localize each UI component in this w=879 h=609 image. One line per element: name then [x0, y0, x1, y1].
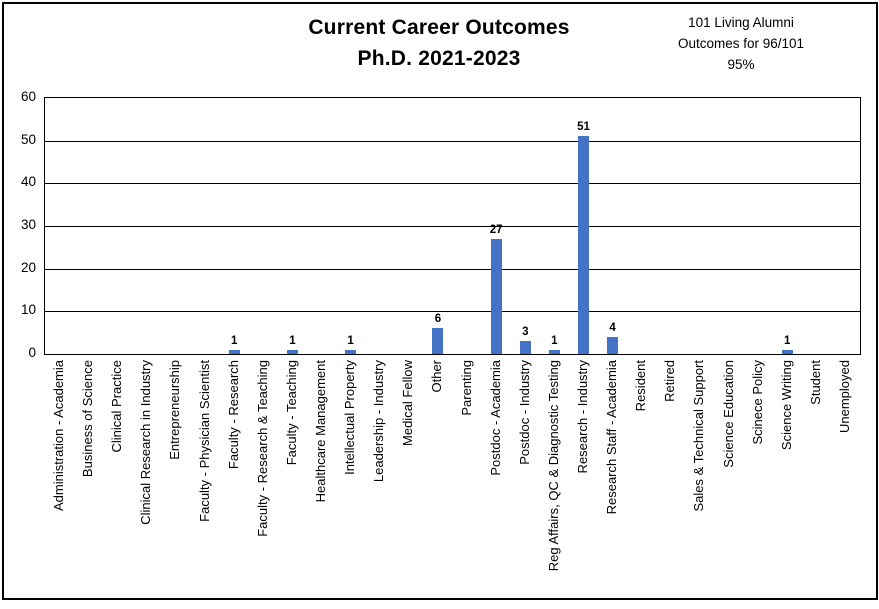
x-tick-cell: Postdoc - Industry — [510, 360, 539, 598]
x-tick-label: Faculty - Research & Teaching — [254, 360, 270, 537]
bar-value-label: 4 — [609, 321, 616, 334]
x-tick-label: Science Education — [720, 360, 736, 468]
gridline — [45, 268, 860, 270]
x-tick-cell: Business of Science — [73, 360, 102, 598]
bar-value-label: 1 — [551, 334, 558, 347]
bar-value-label: 1 — [230, 334, 238, 347]
x-tick-cell: Postdoc - Academia — [481, 360, 510, 598]
x-tick-cell: Faculty - Research — [219, 360, 248, 598]
x-tick-cell: Sales & Technical Support — [684, 360, 713, 598]
bar-value-label: 1 — [347, 334, 354, 347]
x-tick-cell: Other — [422, 360, 451, 598]
x-tick-label: Sales & Technical Support — [691, 360, 707, 512]
annotation-box: 101 Living Alumni Outcomes for 96/101 95… — [652, 12, 830, 75]
x-tick-label: Retired — [662, 360, 678, 402]
x-tick-label: Research - Industry — [574, 360, 590, 474]
x-tick-cell: Leadership - Industry — [364, 360, 393, 598]
y-tick-label: 20 — [20, 259, 36, 275]
x-tick-cell: Parenting — [452, 360, 481, 598]
x-tick-label: Faculty - Research — [225, 360, 241, 470]
x-tick-label: Faculty - Physician Scientist — [196, 360, 212, 522]
annotation-line1: 101 Living Alumni — [688, 15, 794, 30]
x-tick-cell: Clinical Practice — [102, 360, 131, 598]
x-tick-label: Postdoc - Academia — [487, 360, 503, 476]
x-tick-label: Entrepreneurship — [167, 360, 183, 460]
x-tick-label: Administration - Academia — [51, 360, 67, 512]
x-tick-cell: Research Staff - Academia — [597, 360, 626, 598]
x-tick-label: Science Writing — [778, 360, 794, 451]
x-tick-label: Clinical Practice — [109, 360, 125, 453]
bar — [548, 349, 560, 354]
y-tick-label: 60 — [20, 89, 36, 104]
y-tick-label: 30 — [20, 217, 36, 232]
y-tick-label: 40 — [20, 174, 36, 190]
x-tick-label: Parenting — [458, 360, 474, 416]
chart-title-line2: Ph.D. 2021-2023 — [357, 47, 521, 70]
bar — [781, 349, 793, 354]
bar-value-label: 1 — [289, 334, 296, 347]
bar — [519, 341, 531, 354]
x-tick-label: Reg Affairs, QC & Diagnostic Testing — [545, 360, 561, 572]
gridline — [45, 183, 860, 185]
bar — [607, 336, 619, 354]
x-tick-cell: Faculty - Physician Scientist — [190, 360, 219, 598]
x-tick-cell: Clinical Research in Industry — [131, 360, 160, 598]
x-tick-label: Clinical Research in Industry — [138, 360, 154, 525]
x-tick-label: Research Staff - Academia — [604, 360, 620, 515]
bar-value-label: 27 — [489, 223, 503, 236]
x-tick-cell: Faculty - Teaching — [277, 360, 306, 598]
x-tick-label: Student — [807, 360, 823, 405]
x-tick-label: Scinece Policy — [749, 360, 765, 445]
x-tick-label: Resident — [633, 360, 649, 412]
x-tick-cell: Faculty - Research & Teaching — [248, 360, 277, 598]
x-tick-cell: Research - Industry — [568, 360, 597, 598]
bar — [286, 349, 298, 354]
gridline — [45, 311, 860, 313]
x-tick-cell: Medical Fellow — [393, 360, 422, 598]
y-tick-label: 50 — [20, 131, 36, 147]
bar — [577, 136, 589, 354]
x-tick-label: Other — [429, 360, 445, 393]
bar-value-label: 3 — [522, 326, 529, 339]
chart-frame: Current Career Outcomes Ph.D. 2021-2023 … — [2, 2, 878, 600]
bar-value-label: 6 — [434, 313, 442, 326]
y-tick-label: 10 — [20, 302, 36, 318]
chart-title-line1: Current Career Outcomes — [308, 16, 570, 39]
x-tick-cell: Administration - Academia — [44, 360, 73, 598]
y-tick-label: 0 — [28, 345, 36, 360]
chart-title: Current Career Outcomes Ph.D. 2021-2023 — [94, 12, 784, 74]
x-tick-cell: Retired — [655, 360, 684, 598]
x-tick-cell: Entrepreneurship — [160, 360, 189, 598]
x-axis-labels: Administration - Academia Business of Sci… — [44, 360, 861, 598]
bar — [432, 328, 444, 354]
x-tick-cell: Science Education — [713, 360, 742, 598]
bar — [228, 349, 240, 354]
bar-value-label: 51 — [577, 121, 590, 134]
bar — [345, 349, 357, 354]
x-tick-cell: Scinece Policy — [743, 360, 772, 598]
x-tick-label: Medical Fellow — [400, 360, 416, 446]
bar — [490, 238, 502, 354]
x-tick-cell: Intellectual Property — [335, 360, 364, 598]
x-tick-cell: Healthcare Management — [306, 360, 335, 598]
gridline — [45, 140, 860, 142]
gridline — [45, 226, 860, 227]
x-tick-cell: Reg Affairs, QC & Diagnostic Testing — [539, 360, 568, 598]
annotation-line3: 95% — [727, 57, 755, 72]
annotation-line2: Outcomes for 96/101 — [677, 36, 805, 51]
x-tick-label: Faculty - Teaching — [283, 360, 299, 466]
x-tick-cell: Unemployed — [830, 360, 859, 598]
x-tick-label: Healthcare Management — [313, 360, 328, 503]
x-tick-label: Intellectual Property — [342, 360, 358, 475]
bar-value-label: 1 — [784, 334, 791, 347]
x-tick-label: Unemployed — [836, 360, 852, 433]
x-tick-cell: Resident — [626, 360, 655, 598]
x-tick-label: Business of Science — [80, 360, 96, 478]
x-tick-cell: Student — [801, 360, 830, 598]
x-tick-cell: Science Writing — [772, 360, 801, 598]
x-tick-label: Leadership - Industry — [371, 360, 387, 483]
x-tick-label: Postdoc - Industry — [516, 360, 532, 465]
plot-area: 1 1 1 6 27 3 1 51 4 1 — [44, 97, 861, 355]
